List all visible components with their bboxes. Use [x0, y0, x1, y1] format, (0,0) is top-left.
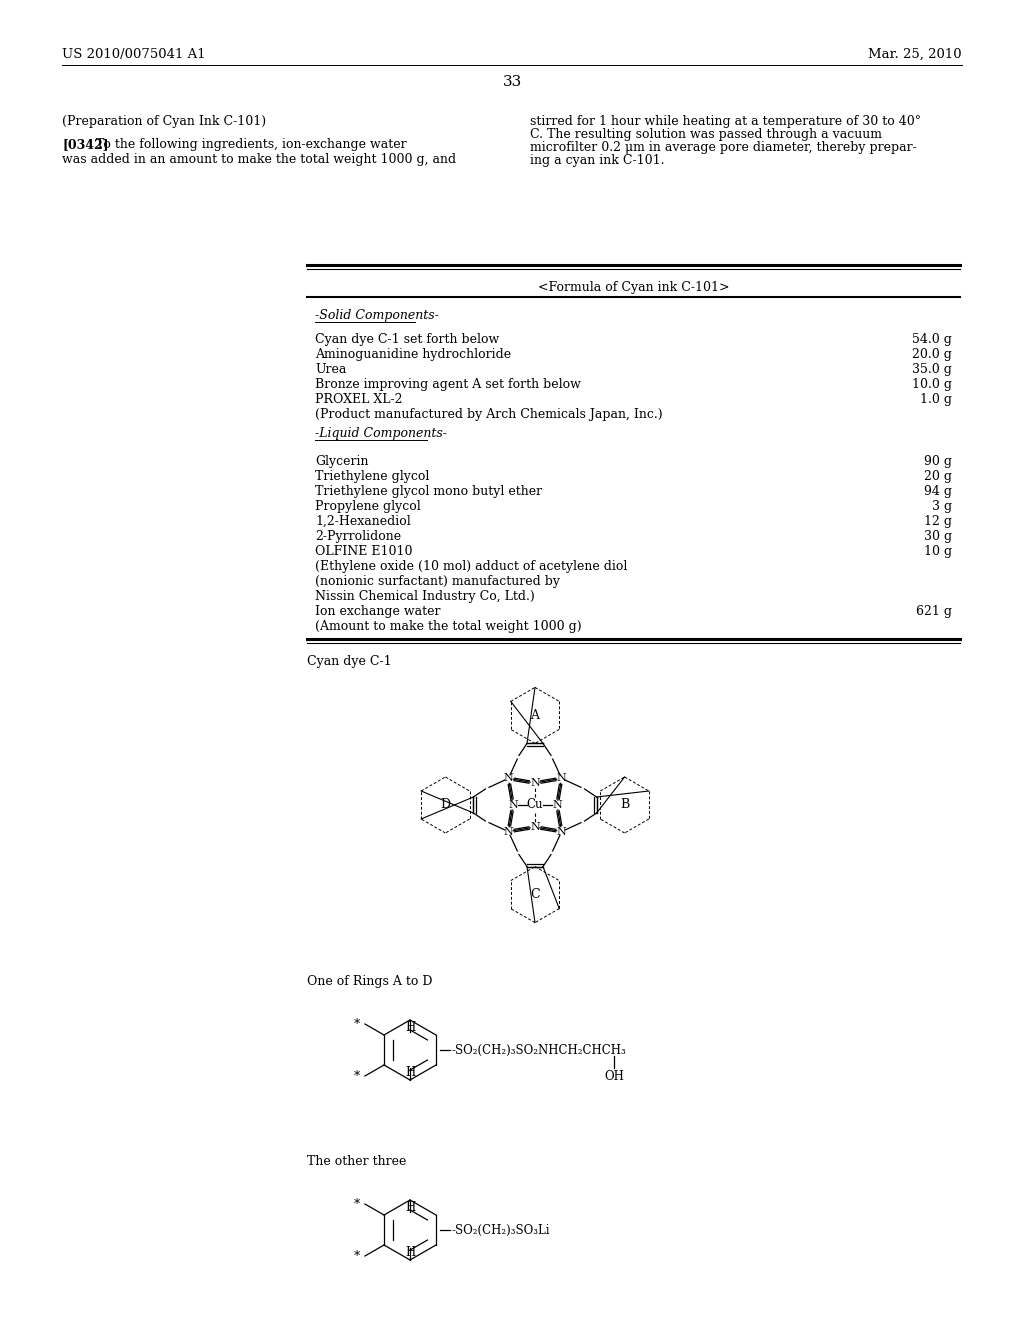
Text: Cu: Cu	[526, 799, 544, 812]
Text: Triethylene glycol: Triethylene glycol	[315, 470, 429, 483]
Text: N: N	[530, 777, 540, 788]
Text: 33: 33	[503, 75, 521, 88]
Text: 12 g: 12 g	[924, 515, 952, 528]
Text: -SO₂(CH₂)₃SO₃Li: -SO₂(CH₂)₃SO₃Li	[452, 1224, 551, 1237]
Text: Nissin Chemical Industry Co, Ltd.): Nissin Chemical Industry Co, Ltd.)	[315, 590, 535, 603]
Text: PROXEL XL-2: PROXEL XL-2	[315, 393, 402, 407]
Text: <Formula of Cyan ink C-101>: <Formula of Cyan ink C-101>	[538, 281, 729, 294]
Text: Propylene glycol: Propylene glycol	[315, 500, 421, 513]
Text: 30 g: 30 g	[924, 531, 952, 543]
Text: (Ethylene oxide (10 mol) adduct of acetylene diol: (Ethylene oxide (10 mol) adduct of acety…	[315, 560, 628, 573]
Text: US 2010/0075041 A1: US 2010/0075041 A1	[62, 48, 206, 61]
Text: -Liquid Components-: -Liquid Components-	[315, 426, 447, 440]
Text: Ion exchange water: Ion exchange water	[315, 605, 440, 618]
Text: 54.0 g: 54.0 g	[912, 333, 952, 346]
Text: OH: OH	[604, 1071, 624, 1082]
Text: N: N	[557, 774, 566, 783]
Text: N: N	[552, 800, 562, 810]
Text: (Amount to make the total weight 1000 g): (Amount to make the total weight 1000 g)	[315, 620, 582, 634]
Text: B: B	[620, 799, 629, 812]
Text: 1,2-Hexanediol: 1,2-Hexanediol	[315, 515, 411, 528]
Text: [0342]: [0342]	[62, 139, 109, 150]
Text: Glycerin: Glycerin	[315, 455, 369, 469]
Text: *: *	[353, 1197, 360, 1210]
Text: 10.0 g: 10.0 g	[912, 378, 952, 391]
Text: N: N	[504, 826, 513, 837]
Text: A: A	[530, 709, 540, 722]
Text: (Product manufactured by Arch Chemicals Japan, Inc.): (Product manufactured by Arch Chemicals …	[315, 408, 663, 421]
Text: To the following ingredients, ion-exchange water: To the following ingredients, ion-exchan…	[88, 139, 407, 150]
Text: Bronze improving agent A set forth below: Bronze improving agent A set forth below	[315, 378, 581, 391]
Text: microfilter 0.2 μm in average pore diameter, thereby prepar-: microfilter 0.2 μm in average pore diame…	[530, 141, 916, 154]
Text: H: H	[404, 1020, 415, 1034]
Text: Triethylene glycol mono butyl ether: Triethylene glycol mono butyl ether	[315, 484, 542, 498]
Text: N: N	[530, 822, 540, 832]
Text: 2-Pyrrolidone: 2-Pyrrolidone	[315, 531, 401, 543]
Text: N: N	[557, 826, 566, 837]
Text: stirred for 1 hour while heating at a temperature of 30 to 40°: stirred for 1 hour while heating at a te…	[530, 115, 922, 128]
Text: Urea: Urea	[315, 363, 346, 376]
Text: Cyan dye C-1 set forth below: Cyan dye C-1 set forth below	[315, 333, 500, 346]
Text: 3 g: 3 g	[932, 500, 952, 513]
Text: 35.0 g: 35.0 g	[912, 363, 952, 376]
Text: -SO₂(CH₂)₃SO₂NHCH₂CHCH₃: -SO₂(CH₂)₃SO₂NHCH₂CHCH₃	[452, 1044, 627, 1056]
Text: N: N	[504, 774, 513, 783]
Text: *: *	[353, 1069, 360, 1082]
Text: *: *	[353, 1018, 360, 1031]
Text: C. The resulting solution was passed through a vacuum: C. The resulting solution was passed thr…	[530, 128, 882, 141]
Text: N: N	[508, 800, 518, 810]
Text: 90 g: 90 g	[924, 455, 952, 469]
Text: Cyan dye C-1: Cyan dye C-1	[307, 655, 391, 668]
Text: Mar. 25, 2010: Mar. 25, 2010	[868, 48, 962, 61]
Text: 20 g: 20 g	[924, 470, 952, 483]
Text: 1.0 g: 1.0 g	[920, 393, 952, 407]
Text: 621 g: 621 g	[916, 605, 952, 618]
Text: 94 g: 94 g	[924, 484, 952, 498]
Text: 10 g: 10 g	[924, 545, 952, 558]
Text: OLFINE E1010: OLFINE E1010	[315, 545, 413, 558]
Text: ing a cyan ink C-101.: ing a cyan ink C-101.	[530, 154, 665, 168]
Text: H: H	[404, 1246, 415, 1259]
Text: D: D	[440, 799, 451, 812]
Text: The other three: The other three	[307, 1155, 407, 1168]
Text: -Solid Components-: -Solid Components-	[315, 309, 439, 322]
Text: H: H	[404, 1201, 415, 1214]
Text: (Preparation of Cyan Ink C-101): (Preparation of Cyan Ink C-101)	[62, 115, 266, 128]
Text: Aminoguanidine hydrochloride: Aminoguanidine hydrochloride	[315, 348, 511, 360]
Text: *: *	[353, 1250, 360, 1262]
Text: 20.0 g: 20.0 g	[912, 348, 952, 360]
Text: was added in an amount to make the total weight 1000 g, and: was added in an amount to make the total…	[62, 153, 456, 166]
Text: (nonionic surfactant) manufactured by: (nonionic surfactant) manufactured by	[315, 576, 560, 587]
Text: One of Rings A to D: One of Rings A to D	[307, 975, 432, 987]
Text: C: C	[530, 888, 540, 902]
Text: H: H	[404, 1067, 415, 1078]
